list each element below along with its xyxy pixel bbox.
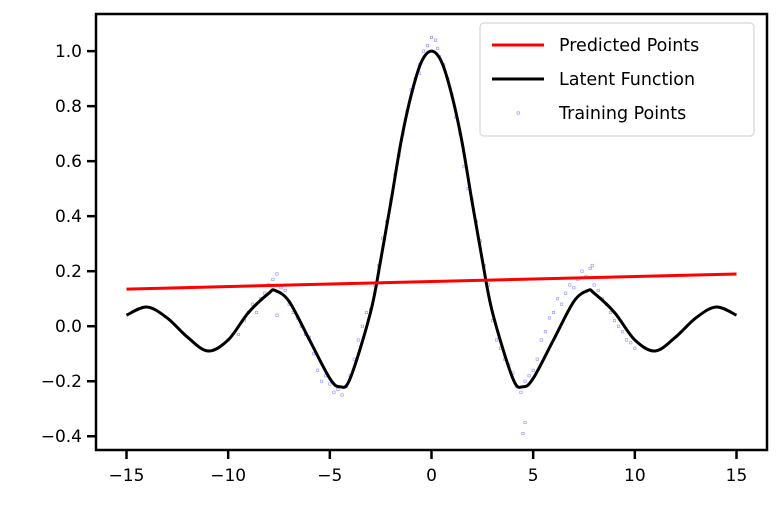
training-point [236,332,240,336]
training-point [255,310,259,314]
training-point [421,49,425,53]
training-point [271,277,275,281]
training-point [596,288,600,292]
training-point [434,38,438,42]
training-point [564,291,568,295]
training-point [263,291,267,295]
training-point [429,35,433,39]
legend-label: Training Points [558,104,686,124]
training-point [275,313,279,317]
y-tick-label: 1.0 [55,42,82,62]
training-point [633,346,637,350]
training-point [580,269,584,273]
training-point [328,382,332,386]
training-point [551,310,555,314]
training-point [495,338,499,342]
training-point [316,368,320,372]
y-tick-label: −0.4 [41,427,82,447]
training-point [425,44,429,48]
training-point [629,341,633,345]
training-point [572,286,576,290]
training-point [527,374,531,378]
x-axis-ticks: −15 −10 −5 0 5 10 15 [109,450,748,486]
x-tick-label: −5 [317,466,342,486]
y-tick-label: 0.6 [55,152,82,172]
training-point [543,330,547,334]
training-point [621,330,625,334]
training-point [436,46,440,50]
training-point [539,338,543,342]
x-tick-label: 0 [426,466,437,486]
predicted-points-line [126,272,737,291]
y-tick-label: 0.0 [55,317,82,337]
training-point [617,324,621,328]
training-point [360,324,364,328]
training-point [523,420,527,424]
x-tick-label: −15 [109,466,145,486]
legend-box [479,22,755,137]
training-point [547,316,551,320]
training-point [592,283,596,287]
x-tick-label: −10 [210,466,246,486]
training-point [588,266,592,270]
x-tick-label: 15 [726,466,748,486]
training-point [560,302,564,306]
training-point [283,288,287,292]
y-tick-label: 0.2 [55,262,82,282]
x-tick-label: 5 [528,466,539,486]
y-tick-label: 0.8 [55,97,82,117]
training-point [312,352,316,356]
legend: Predicted Points Latent Function Training … [479,22,755,137]
training-point [356,338,360,342]
training-point [556,297,560,301]
training-point [251,302,255,306]
training-point [332,390,336,394]
training-point [612,319,616,323]
training-point [625,338,629,342]
training-point [531,368,535,372]
training-point [521,431,525,435]
lines-layer [125,49,738,389]
training-point [340,393,344,397]
latent-function-line [125,49,738,389]
legend-swatch-marker [516,111,520,115]
training-point [590,264,594,268]
training-point [519,390,523,394]
training-point [275,272,279,276]
legend-label: Predicted Points [559,36,699,56]
training-point [523,379,527,383]
training-point [608,310,612,314]
y-tick-label: 0.4 [55,207,82,227]
training-point [535,357,539,361]
y-axis-ticks: −0.4 −0.2 0.0 0.2 0.4 0.6 0.8 1.0 [41,42,96,447]
training-point [364,310,368,314]
training-point [320,379,324,383]
x-tick-label: 10 [624,466,646,486]
legend-label: Latent Function [559,70,695,90]
y-tick-label: −0.2 [41,372,82,392]
training-point [568,283,572,287]
training-point [336,387,340,391]
